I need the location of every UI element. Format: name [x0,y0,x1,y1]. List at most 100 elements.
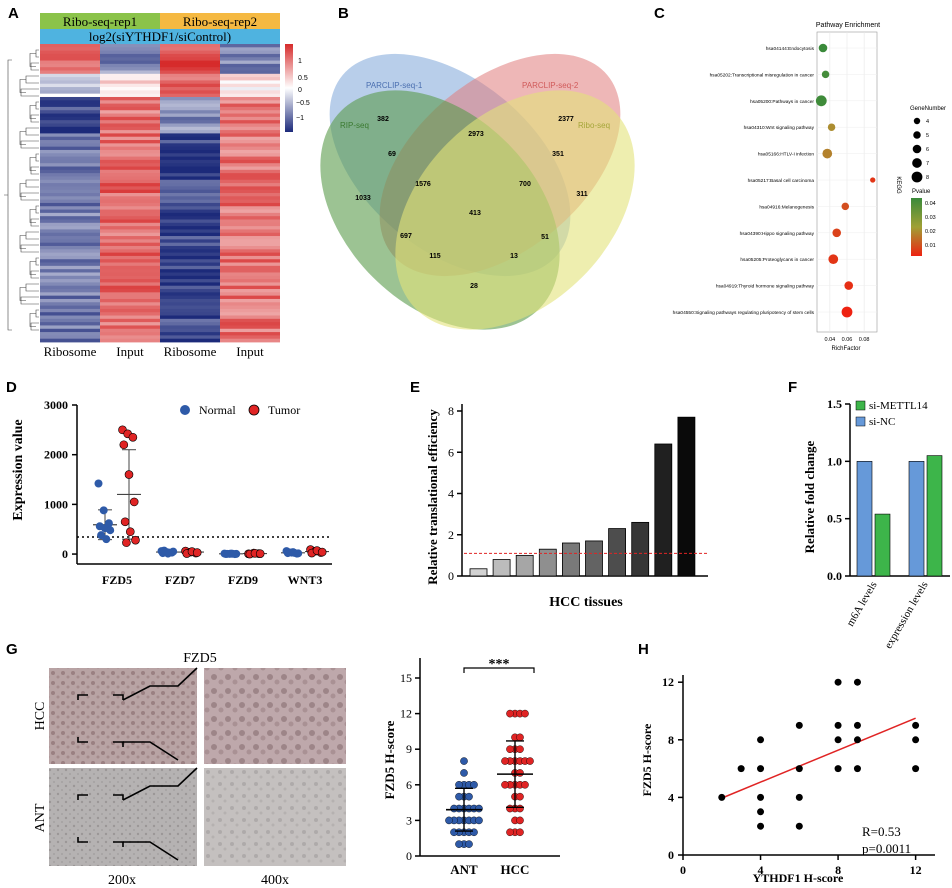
heatmap-cell [160,159,220,164]
heatmap-cell [160,206,220,210]
x-tick-label: FZD9 [228,573,258,587]
heatmap-cell [160,265,220,270]
panel-letter-d: D [6,379,17,396]
y-tick-label: 6 [448,445,454,459]
dots [815,43,876,318]
heatmap-cell [160,47,220,52]
heatmap-cell [220,93,280,98]
heatmap-cell [160,189,220,194]
heatmap-cell [100,183,160,187]
heatmap-cell [100,255,160,260]
heatmap-cell [40,252,100,257]
y-ticks: 0 3 6 9 12 15 [400,671,420,863]
x-ticks: 0.04 0.06 0.08 [824,337,869,343]
heatmap-cell [160,57,220,61]
data-point [460,757,468,765]
heatmap-cell [40,113,100,118]
data-point [465,792,473,801]
heatmap-cell [160,176,220,181]
heatmap-cell [40,318,100,323]
data-point [475,816,483,825]
y-tick-label: 8 [448,404,454,418]
heatmap-cell [100,53,160,58]
heatmap-cell [40,219,100,224]
heatmap-cell [100,206,160,210]
heatmap-cell [220,63,280,68]
heatmap-cell [220,239,280,244]
panel-letter-f: F [788,379,797,396]
heatmap-cell [160,149,220,154]
heatmap-cell [160,173,220,177]
heatmap-cell [100,80,160,85]
heatmap-cell [160,285,220,290]
heatmap-cell [40,57,100,61]
data-point [795,793,803,801]
data-point [102,535,111,544]
image-title: FZD5 [183,651,216,666]
category-label: hsa05200:Pathways in cancer [750,99,814,105]
heatmap-cell [100,193,160,197]
heatmap-cell [100,73,160,78]
heatmap-cell [100,245,160,250]
dot [827,123,836,131]
heatmap-cell [160,289,220,293]
heatmap-cell [40,328,100,333]
y-tick-label: 9 [406,742,412,756]
panel-letter-e: E [410,379,420,396]
heatmap-cell [220,236,280,240]
heatmap-cell [40,87,100,91]
heatmap-cell [220,295,280,300]
heatmap-cell [220,133,280,138]
size-legend-dot [913,131,921,139]
color-legend-tick: 0.03 [925,215,936,221]
panel-letter-a: A [8,5,19,22]
heatmap-cell [40,275,100,280]
heatmap-cell [220,315,280,320]
heatmap-cell [220,262,280,267]
heatmap-cell [100,222,160,227]
x-tick-label: 0 [680,863,686,877]
heatmap-cell [160,298,220,303]
heatmap-cell [160,90,220,95]
data-point [470,828,478,837]
heatmap-cell [40,100,100,104]
heatmap-cell [160,318,220,323]
data-point [465,840,473,848]
data-point [516,733,524,742]
heatmap [40,44,280,343]
heatmap-cell [100,103,160,108]
heatmap-cell [160,193,220,197]
y-tick-label: 0 [448,569,454,583]
size-legend-label: 5 [926,133,929,139]
heatmap-cell [160,209,220,214]
heatmap-cell [100,47,160,52]
heatmap-cell [100,83,160,88]
heatmap-cell [100,110,160,114]
heatmap-cell [160,93,220,98]
heatmap-cell [100,229,160,234]
heatmap-cell [220,219,280,224]
heatmap-cell [100,163,160,167]
y-tick-label: 3 [406,813,412,827]
heatmap-cell [220,143,280,148]
data-point [99,506,108,515]
heatmap-cell [220,103,280,108]
heatmap-cell [40,332,100,336]
heatmap-cell [160,183,220,187]
micrograph-ant-400x [204,768,346,866]
heatmap-cell [220,73,280,78]
panel-g-scatter: FZD5 H-score 0 3 6 9 12 15 *** ANT HCC [382,657,560,877]
heatmap-cell [220,83,280,88]
heatmap-cell [220,275,280,280]
plot-marks [93,425,329,559]
heatmap-cell [220,229,280,234]
heatmap-cell [40,302,100,306]
data-point [501,757,509,765]
heatmap-cell [220,179,280,184]
heatmap-cell [220,130,280,134]
y-tick-label: 2 [448,528,454,542]
heatmap-cell [100,226,160,230]
heatmap-cell [100,216,160,220]
heatmap-cell [220,140,280,144]
data-point [290,548,299,557]
